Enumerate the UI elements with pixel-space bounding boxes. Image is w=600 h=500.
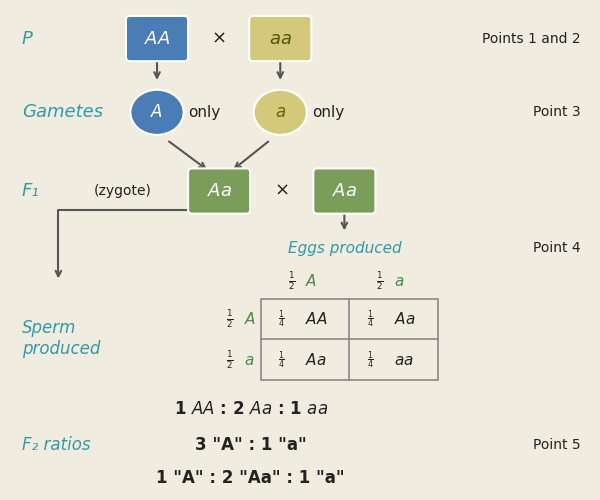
- Text: F₂ ratios: F₂ ratios: [22, 436, 91, 454]
- Text: $\frac{1}{2}$: $\frac{1}{2}$: [287, 270, 295, 292]
- Text: $\frac{1}{2}$: $\frac{1}{2}$: [376, 270, 384, 292]
- Text: $\frac{1}{2}$: $\frac{1}{2}$: [226, 308, 234, 330]
- Text: $A$: $A$: [151, 104, 164, 122]
- Text: (zygote): (zygote): [94, 184, 152, 198]
- Text: $AA$: $AA$: [144, 30, 170, 48]
- Text: $Aa$: $Aa$: [332, 182, 357, 200]
- Text: $\frac{1}{4}$: $\frac{1}{4}$: [278, 350, 285, 371]
- Text: $A$: $A$: [244, 311, 256, 327]
- Text: $A$: $A$: [305, 274, 317, 289]
- Ellipse shape: [130, 90, 184, 135]
- Text: 3 "A" : 1 "a": 3 "A" : 1 "a": [195, 436, 307, 454]
- Text: $\frac{1}{4}$: $\frac{1}{4}$: [367, 350, 374, 371]
- Text: Eggs produced: Eggs produced: [287, 240, 401, 256]
- Text: Point 3: Point 3: [533, 106, 581, 120]
- FancyBboxPatch shape: [249, 16, 311, 61]
- Bar: [260, 299, 438, 380]
- Text: only: only: [188, 105, 221, 120]
- Text: Point 5: Point 5: [533, 438, 581, 452]
- Text: Point 4: Point 4: [533, 241, 581, 255]
- Text: Points 1 and 2: Points 1 and 2: [482, 32, 581, 46]
- Text: Sperm
produced: Sperm produced: [22, 319, 100, 358]
- Text: $a$: $a$: [275, 104, 286, 122]
- Text: P: P: [22, 30, 33, 48]
- Ellipse shape: [254, 90, 307, 135]
- Text: $Aa$: $Aa$: [305, 352, 326, 368]
- FancyBboxPatch shape: [188, 168, 250, 214]
- FancyBboxPatch shape: [313, 168, 376, 214]
- Text: $\frac{1}{4}$: $\frac{1}{4}$: [367, 308, 374, 330]
- Text: Gametes: Gametes: [22, 104, 103, 122]
- Text: $a$: $a$: [394, 274, 404, 289]
- Text: $\frac{1}{4}$: $\frac{1}{4}$: [278, 308, 285, 330]
- Text: $aa$: $aa$: [394, 352, 413, 368]
- Text: $aa$: $aa$: [269, 30, 292, 48]
- Text: $AA$: $AA$: [305, 311, 328, 327]
- Text: $Aa$: $Aa$: [206, 182, 232, 200]
- Text: only: only: [312, 105, 344, 120]
- Text: $Aa$: $Aa$: [394, 311, 415, 327]
- Text: ×: ×: [275, 182, 290, 200]
- Text: F₁: F₁: [22, 182, 40, 200]
- Text: 1 "A" : 2 "Aa" : 1 "a": 1 "A" : 2 "Aa" : 1 "a": [157, 469, 345, 487]
- Text: 1 $AA$ : 2 $Aa$ : 1 $aa$: 1 $AA$ : 2 $Aa$ : 1 $aa$: [173, 400, 328, 418]
- Text: $a$: $a$: [244, 352, 254, 368]
- Text: $\frac{1}{2}$: $\frac{1}{2}$: [226, 349, 234, 371]
- FancyBboxPatch shape: [126, 16, 188, 61]
- Text: ×: ×: [212, 30, 227, 48]
